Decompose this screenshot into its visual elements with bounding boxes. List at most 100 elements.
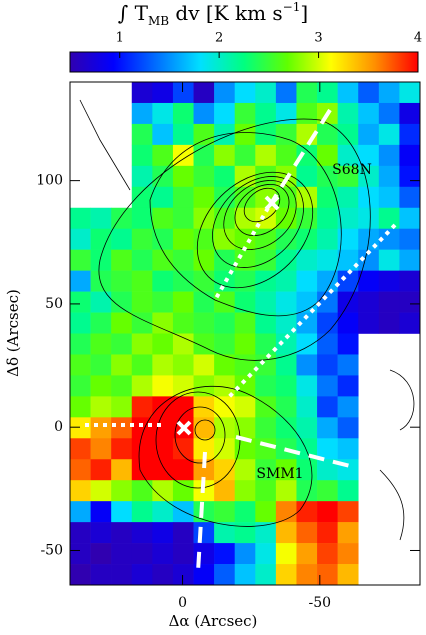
heat-cell bbox=[172, 102, 194, 125]
heat-cell bbox=[152, 438, 174, 460]
heat-cell bbox=[317, 564, 338, 585]
heat-cell bbox=[255, 312, 277, 334]
heat-cell bbox=[193, 144, 215, 167]
heat-cell bbox=[296, 291, 318, 313]
heat-cell bbox=[275, 543, 297, 565]
heat-cell bbox=[337, 102, 359, 125]
heat-cell bbox=[234, 459, 256, 481]
heat-cell bbox=[255, 82, 277, 104]
heat-cell bbox=[152, 291, 174, 313]
y-tick-label: 50 bbox=[45, 296, 63, 312]
heat-cell bbox=[214, 82, 236, 104]
heat-cell bbox=[337, 417, 359, 439]
heat-cell bbox=[275, 144, 297, 167]
heat-cell bbox=[317, 207, 338, 230]
heat-cell bbox=[214, 354, 236, 376]
annotation: S68N bbox=[332, 162, 372, 178]
heat-cell bbox=[358, 82, 380, 104]
heat-cell bbox=[172, 480, 194, 502]
heat-cell bbox=[90, 207, 112, 230]
heat-cell bbox=[296, 333, 318, 355]
heat-cell bbox=[275, 417, 297, 439]
outflow-lines bbox=[85, 108, 397, 573]
heat-cell bbox=[255, 543, 277, 565]
heat-cell bbox=[152, 102, 174, 125]
heat-cell bbox=[337, 501, 359, 523]
heat-cell bbox=[317, 480, 338, 502]
heat-cell bbox=[255, 123, 277, 146]
heat-cell bbox=[255, 228, 277, 250]
heat-cell bbox=[275, 564, 297, 585]
heat-cell bbox=[70, 480, 91, 502]
heat-cell bbox=[234, 82, 256, 104]
heat-cell bbox=[111, 249, 133, 271]
heat-cell bbox=[317, 501, 338, 523]
heat-cell bbox=[296, 102, 318, 125]
heat-cell bbox=[90, 438, 112, 460]
heat-cell bbox=[275, 312, 297, 334]
heat-cell bbox=[70, 543, 91, 565]
chart-title: ∫ TMB dv [K km s−1] bbox=[118, 0, 308, 28]
heat-cell bbox=[234, 354, 256, 376]
heat-cell bbox=[131, 438, 153, 460]
heat-cell bbox=[317, 459, 338, 481]
heat-cell bbox=[152, 123, 174, 146]
heat-cell bbox=[255, 417, 277, 439]
heat-cell bbox=[399, 144, 420, 167]
heat-cell bbox=[111, 396, 133, 418]
heat-cell bbox=[172, 354, 194, 376]
x-tick-label: 0 bbox=[178, 595, 187, 611]
heat-cell bbox=[337, 438, 359, 460]
heat-cell bbox=[296, 312, 318, 334]
heat-cell bbox=[172, 123, 194, 146]
heat-cell bbox=[111, 501, 133, 523]
heat-cell bbox=[399, 228, 420, 250]
heat-cell bbox=[70, 522, 91, 544]
heat-cell bbox=[152, 396, 174, 418]
heat-cell bbox=[358, 270, 380, 292]
heat-cell bbox=[337, 270, 359, 292]
heat-cell bbox=[399, 102, 420, 125]
heat-cell bbox=[214, 438, 236, 460]
heat-cell bbox=[131, 291, 153, 313]
heat-cell bbox=[172, 291, 194, 313]
heat-cell bbox=[296, 480, 318, 502]
heat-cell bbox=[255, 480, 277, 502]
heat-cell bbox=[172, 522, 194, 544]
heat-cell bbox=[131, 228, 153, 250]
heat-cell bbox=[111, 417, 133, 439]
heat-cell bbox=[234, 123, 256, 146]
heat-cell bbox=[317, 417, 338, 439]
heat-cell bbox=[214, 312, 236, 334]
heat-cell bbox=[90, 291, 112, 313]
heat-cell bbox=[234, 375, 256, 397]
heat-cell bbox=[193, 501, 215, 523]
heat-cell bbox=[172, 438, 194, 460]
heat-cell bbox=[275, 82, 297, 104]
heat-cell bbox=[131, 564, 153, 585]
colorbar-tick-label: 3 bbox=[314, 31, 322, 46]
heat-cell bbox=[234, 522, 256, 544]
heat-cell bbox=[337, 82, 359, 104]
heat-cell bbox=[296, 522, 318, 544]
heat-cell bbox=[255, 333, 277, 355]
heat-cell bbox=[111, 543, 133, 565]
heat-cell bbox=[152, 501, 174, 523]
heat-cell bbox=[70, 354, 91, 376]
heat-cell bbox=[70, 249, 91, 271]
heat-cell bbox=[214, 291, 236, 313]
heat-cell bbox=[296, 438, 318, 460]
heat-cell bbox=[214, 270, 236, 292]
heat-cell bbox=[255, 354, 277, 376]
heat-cell bbox=[255, 501, 277, 523]
heat-cell bbox=[172, 82, 194, 104]
heat-cell bbox=[90, 228, 112, 250]
heat-cell bbox=[296, 144, 318, 167]
colorbar-tick-label: 4 bbox=[414, 31, 422, 46]
heat-cell bbox=[214, 459, 236, 481]
heat-cell bbox=[255, 270, 277, 292]
heat-cell bbox=[296, 249, 318, 271]
plot-frame bbox=[69, 81, 421, 586]
heat-cell bbox=[275, 375, 297, 397]
heat-cell bbox=[90, 354, 112, 376]
